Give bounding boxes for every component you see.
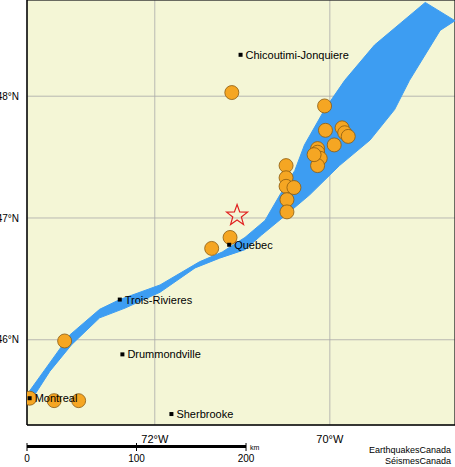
svg-text:70°W: 70°W	[316, 433, 344, 445]
svg-text:Quebec: Quebec	[234, 239, 273, 251]
svg-text:100: 100	[128, 453, 145, 464]
svg-text:48°N: 48°N	[8, 91, 19, 102]
svg-text:Sherbrooke: Sherbrooke	[176, 408, 233, 420]
svg-text:Drummondville: Drummondville	[127, 348, 200, 360]
svg-text:Montreal: Montreal	[35, 392, 78, 404]
svg-text:47°N: 47°N	[8, 213, 19, 224]
svg-text:0: 0	[24, 453, 30, 464]
svg-text:km: km	[250, 444, 260, 451]
svg-text:46°N: 46°N	[8, 334, 19, 345]
svg-text:EarthquakesCanada: EarthquakesCanada	[369, 445, 447, 455]
svg-text:72°W: 72°W	[141, 433, 169, 445]
svg-text:200: 200	[238, 453, 255, 464]
svg-text:Chicoutimi-Jonquiere: Chicoutimi-Jonquiere	[246, 49, 349, 61]
svg-text:Trois-Rivieres: Trois-Rivieres	[125, 294, 193, 306]
svg-text:SéismesCanada: SéismesCanada	[385, 456, 447, 466]
